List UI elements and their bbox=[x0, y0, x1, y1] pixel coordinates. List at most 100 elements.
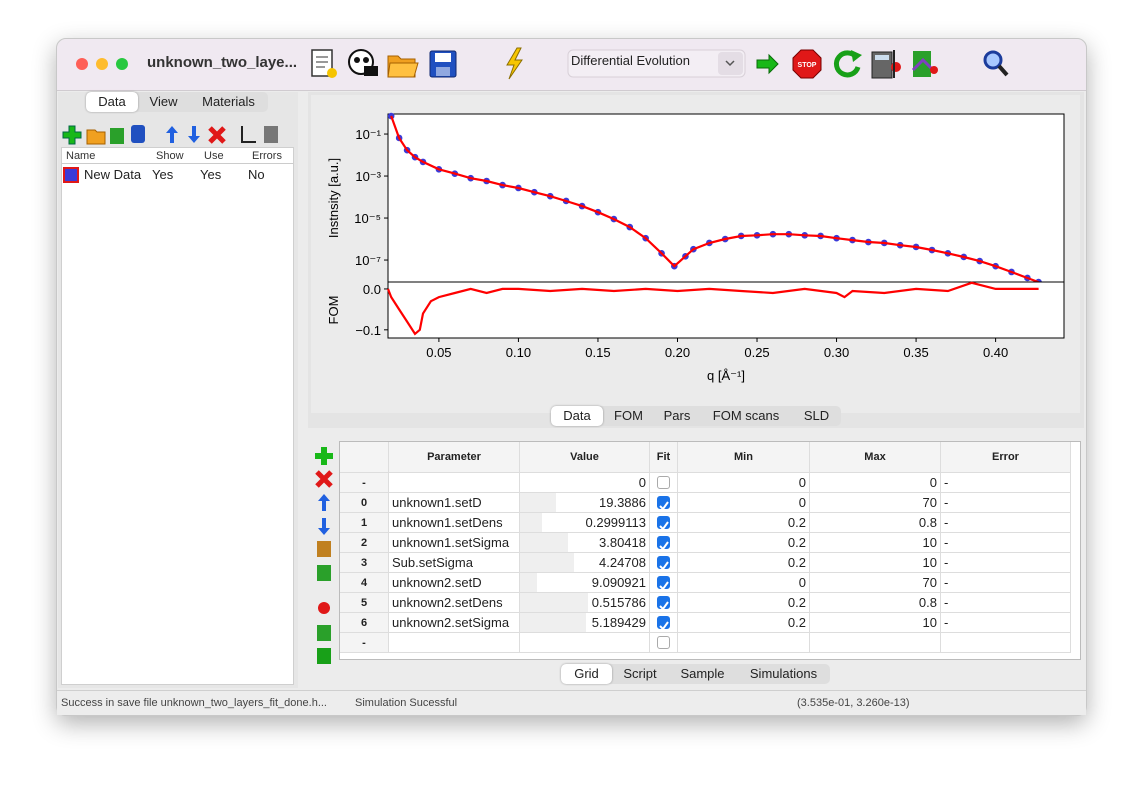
grid-cell[interactable]: unknown1.setD bbox=[389, 493, 520, 513]
new-icon[interactable] bbox=[311, 49, 337, 78]
tab[interactable]: View bbox=[149, 94, 178, 109]
tab[interactable]: Pars bbox=[663, 408, 691, 423]
grid-cell[interactable] bbox=[678, 633, 810, 653]
tab[interactable]: Grid bbox=[561, 664, 612, 684]
analyze-icon[interactable] bbox=[911, 51, 938, 77]
grid-cell[interactable]: 0 bbox=[520, 473, 650, 493]
wizard[interactable] bbox=[317, 648, 331, 664]
open-icon[interactable] bbox=[387, 55, 419, 78]
add-data[interactable] bbox=[62, 125, 82, 145]
sort-by-object[interactable] bbox=[317, 565, 331, 581]
grid-cell[interactable]: 0.515786 bbox=[520, 593, 650, 613]
move-parameter-down[interactable] bbox=[318, 518, 330, 535]
fit-checkbox[interactable] bbox=[657, 476, 670, 489]
grid-cell[interactable]: 0.2 bbox=[678, 613, 810, 633]
fit-checkbox[interactable] bbox=[657, 496, 670, 511]
fit-checkbox[interactable] bbox=[657, 596, 670, 611]
tab[interactable]: Sample bbox=[680, 666, 725, 681]
tab[interactable]: Simulations bbox=[749, 666, 818, 681]
grid-cell[interactable]: unknown2.setD bbox=[389, 573, 520, 593]
fit-checkbox[interactable] bbox=[657, 616, 670, 631]
tab[interactable]: Data bbox=[86, 92, 138, 112]
grid-cell[interactable]: unknown2.setDens bbox=[389, 593, 520, 613]
grid-cell[interactable]: 0.2 bbox=[678, 593, 810, 613]
grid-cell[interactable]: - bbox=[941, 473, 1071, 493]
zoom-button[interactable] bbox=[116, 58, 128, 70]
calc-errors-icon[interactable] bbox=[871, 50, 901, 79]
tab[interactable]: FOM bbox=[614, 408, 643, 423]
data-info[interactable] bbox=[131, 125, 145, 143]
move-up[interactable] bbox=[166, 126, 178, 143]
grid-cell[interactable]: Sub.setSigma bbox=[389, 553, 520, 573]
algorithm-dropdown[interactable] bbox=[567, 49, 746, 78]
grid-cell[interactable]: 10 bbox=[810, 553, 941, 573]
simulate-icon[interactable] bbox=[506, 47, 523, 80]
restart-icon[interactable] bbox=[833, 50, 862, 78]
grid-cell[interactable]: 0.2 bbox=[678, 553, 810, 573]
zoom-icon[interactable] bbox=[983, 50, 1009, 77]
grid-cell[interactable]: 5.189429 bbox=[520, 613, 650, 633]
grid-cell[interactable]: 0 bbox=[678, 573, 810, 593]
fit-checkbox[interactable] bbox=[657, 556, 670, 571]
tab[interactable]: Data bbox=[551, 406, 603, 426]
grid-cell[interactable] bbox=[810, 633, 941, 653]
minimize-button[interactable] bbox=[96, 58, 108, 70]
grid-cell[interactable]: unknown2.setSigma bbox=[389, 613, 520, 633]
fit-checkbox[interactable] bbox=[657, 636, 670, 649]
project-fom[interactable] bbox=[318, 602, 330, 614]
grid-cell[interactable]: 70 bbox=[810, 573, 941, 593]
add-parameter[interactable] bbox=[315, 447, 333, 465]
import-data[interactable] bbox=[86, 129, 106, 145]
plot-settings[interactable] bbox=[241, 126, 256, 143]
grid-cell[interactable]: 9.090921 bbox=[520, 573, 650, 593]
grid-cell[interactable]: 0 bbox=[810, 473, 941, 493]
move-down[interactable] bbox=[188, 126, 200, 143]
grid-cell[interactable]: 0 bbox=[678, 473, 810, 493]
grid-cell[interactable]: 19.3886 bbox=[520, 493, 650, 513]
grid-cell[interactable]: - bbox=[941, 493, 1071, 513]
grid-cell[interactable]: 0.8 bbox=[810, 513, 941, 533]
list-cell[interactable]: New Data bbox=[84, 167, 142, 182]
grid-cell[interactable]: 3.80418 bbox=[520, 533, 650, 553]
grid-cell[interactable]: - bbox=[941, 513, 1071, 533]
grid-cell[interactable]: 4.24708 bbox=[520, 553, 650, 573]
open-model-icon[interactable] bbox=[348, 49, 378, 76]
grid-cell[interactable] bbox=[941, 633, 1071, 653]
grid-cell[interactable] bbox=[389, 633, 520, 653]
close-button[interactable] bbox=[76, 58, 88, 70]
delete-data[interactable] bbox=[208, 126, 226, 144]
grid-cell[interactable]: - bbox=[941, 533, 1071, 553]
grid-cell[interactable]: 70 bbox=[810, 493, 941, 513]
grid-cell[interactable]: 0 bbox=[678, 493, 810, 513]
tab[interactable]: Script bbox=[623, 666, 657, 681]
grid-cell[interactable]: 0.2999113 bbox=[520, 513, 650, 533]
grid-cell[interactable]: 10 bbox=[810, 613, 941, 633]
tab[interactable]: SLD bbox=[803, 408, 830, 423]
grid-cell[interactable]: 0.8 bbox=[810, 593, 941, 613]
fit-checkbox[interactable] bbox=[657, 536, 670, 551]
grid-cell[interactable]: - bbox=[941, 553, 1071, 573]
grid-cell[interactable]: - bbox=[941, 573, 1071, 593]
start-fit-icon[interactable] bbox=[756, 53, 779, 75]
grid-cell[interactable]: - bbox=[941, 593, 1071, 613]
grid-cell[interactable]: unknown1.setDens bbox=[389, 513, 520, 533]
sort-by-name[interactable] bbox=[317, 541, 331, 557]
tab[interactable]: FOM scans bbox=[712, 408, 780, 423]
load-data[interactable] bbox=[110, 128, 124, 144]
grid-cell[interactable]: 10 bbox=[810, 533, 941, 553]
tab[interactable]: Materials bbox=[202, 94, 255, 109]
grid-cell[interactable]: unknown1.setSigma bbox=[389, 533, 520, 553]
calc-data[interactable] bbox=[264, 126, 278, 143]
stop-icon[interactable]: STOP bbox=[792, 49, 822, 79]
fit-checkbox[interactable] bbox=[657, 516, 670, 531]
delete-parameter[interactable] bbox=[315, 470, 333, 488]
save-icon[interactable] bbox=[429, 50, 457, 78]
grid-cell[interactable] bbox=[389, 473, 520, 493]
grid-cell[interactable]: - bbox=[941, 613, 1071, 633]
grid-cell[interactable]: 0.2 bbox=[678, 533, 810, 553]
grid-cell[interactable]: 0.2 bbox=[678, 513, 810, 533]
scan-fom[interactable] bbox=[317, 625, 331, 641]
move-parameter-up[interactable] bbox=[318, 494, 330, 511]
fit-checkbox[interactable] bbox=[657, 576, 670, 591]
grid-cell[interactable] bbox=[520, 633, 650, 653]
